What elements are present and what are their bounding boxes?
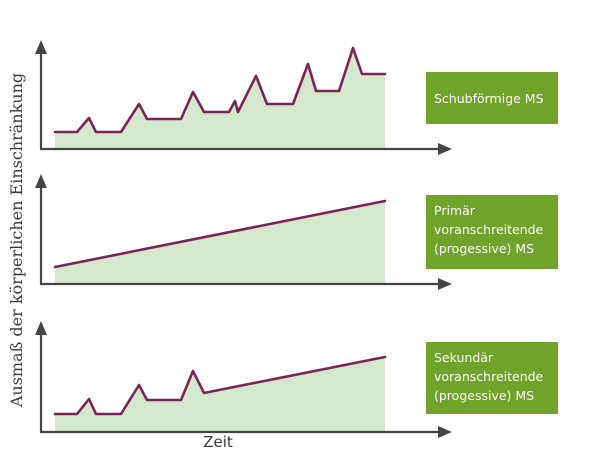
label-box (426, 342, 558, 414)
label-text-line-3: (progessive) MS (434, 388, 534, 403)
label-text-line-2: voranschreitende (434, 222, 544, 237)
x-axis-arrow-icon (438, 426, 452, 438)
panel-schubfoermig: Schubförmige MS (35, 40, 558, 155)
impairment-area (55, 48, 385, 148)
label-text-line-1: Primär (434, 203, 476, 218)
label-text-line-3: (progessive) MS (434, 241, 534, 256)
y-axis-arrow-icon (35, 174, 47, 188)
x-axis-arrow-icon (438, 143, 452, 155)
impairment-area (55, 201, 385, 283)
label-box (426, 72, 558, 124)
y-axis-arrow-icon (35, 40, 47, 54)
impairment-curve (53, 199, 387, 269)
y-axis-title: Ausmaß der körperlichen Einschränkung (7, 73, 26, 408)
panel-sekundaer: Sekundär voranschreitende (progessive) M… (35, 321, 558, 438)
x-axis-arrow-icon (438, 278, 452, 290)
x-axis-title: Zeit (203, 433, 233, 451)
impairment-curve (53, 355, 387, 416)
label-text-line-1: Sekundär (434, 350, 494, 365)
label-text: Schubförmige MS (434, 91, 544, 106)
y-axis-arrow-icon (35, 321, 47, 335)
impairment-area (55, 357, 385, 431)
impairment-curve (53, 46, 387, 134)
label-text-line-2: voranschreitende (434, 369, 544, 384)
panel-primaer: Primär voranschreitende (progessive) MS (35, 174, 558, 290)
label-box (426, 195, 558, 269)
